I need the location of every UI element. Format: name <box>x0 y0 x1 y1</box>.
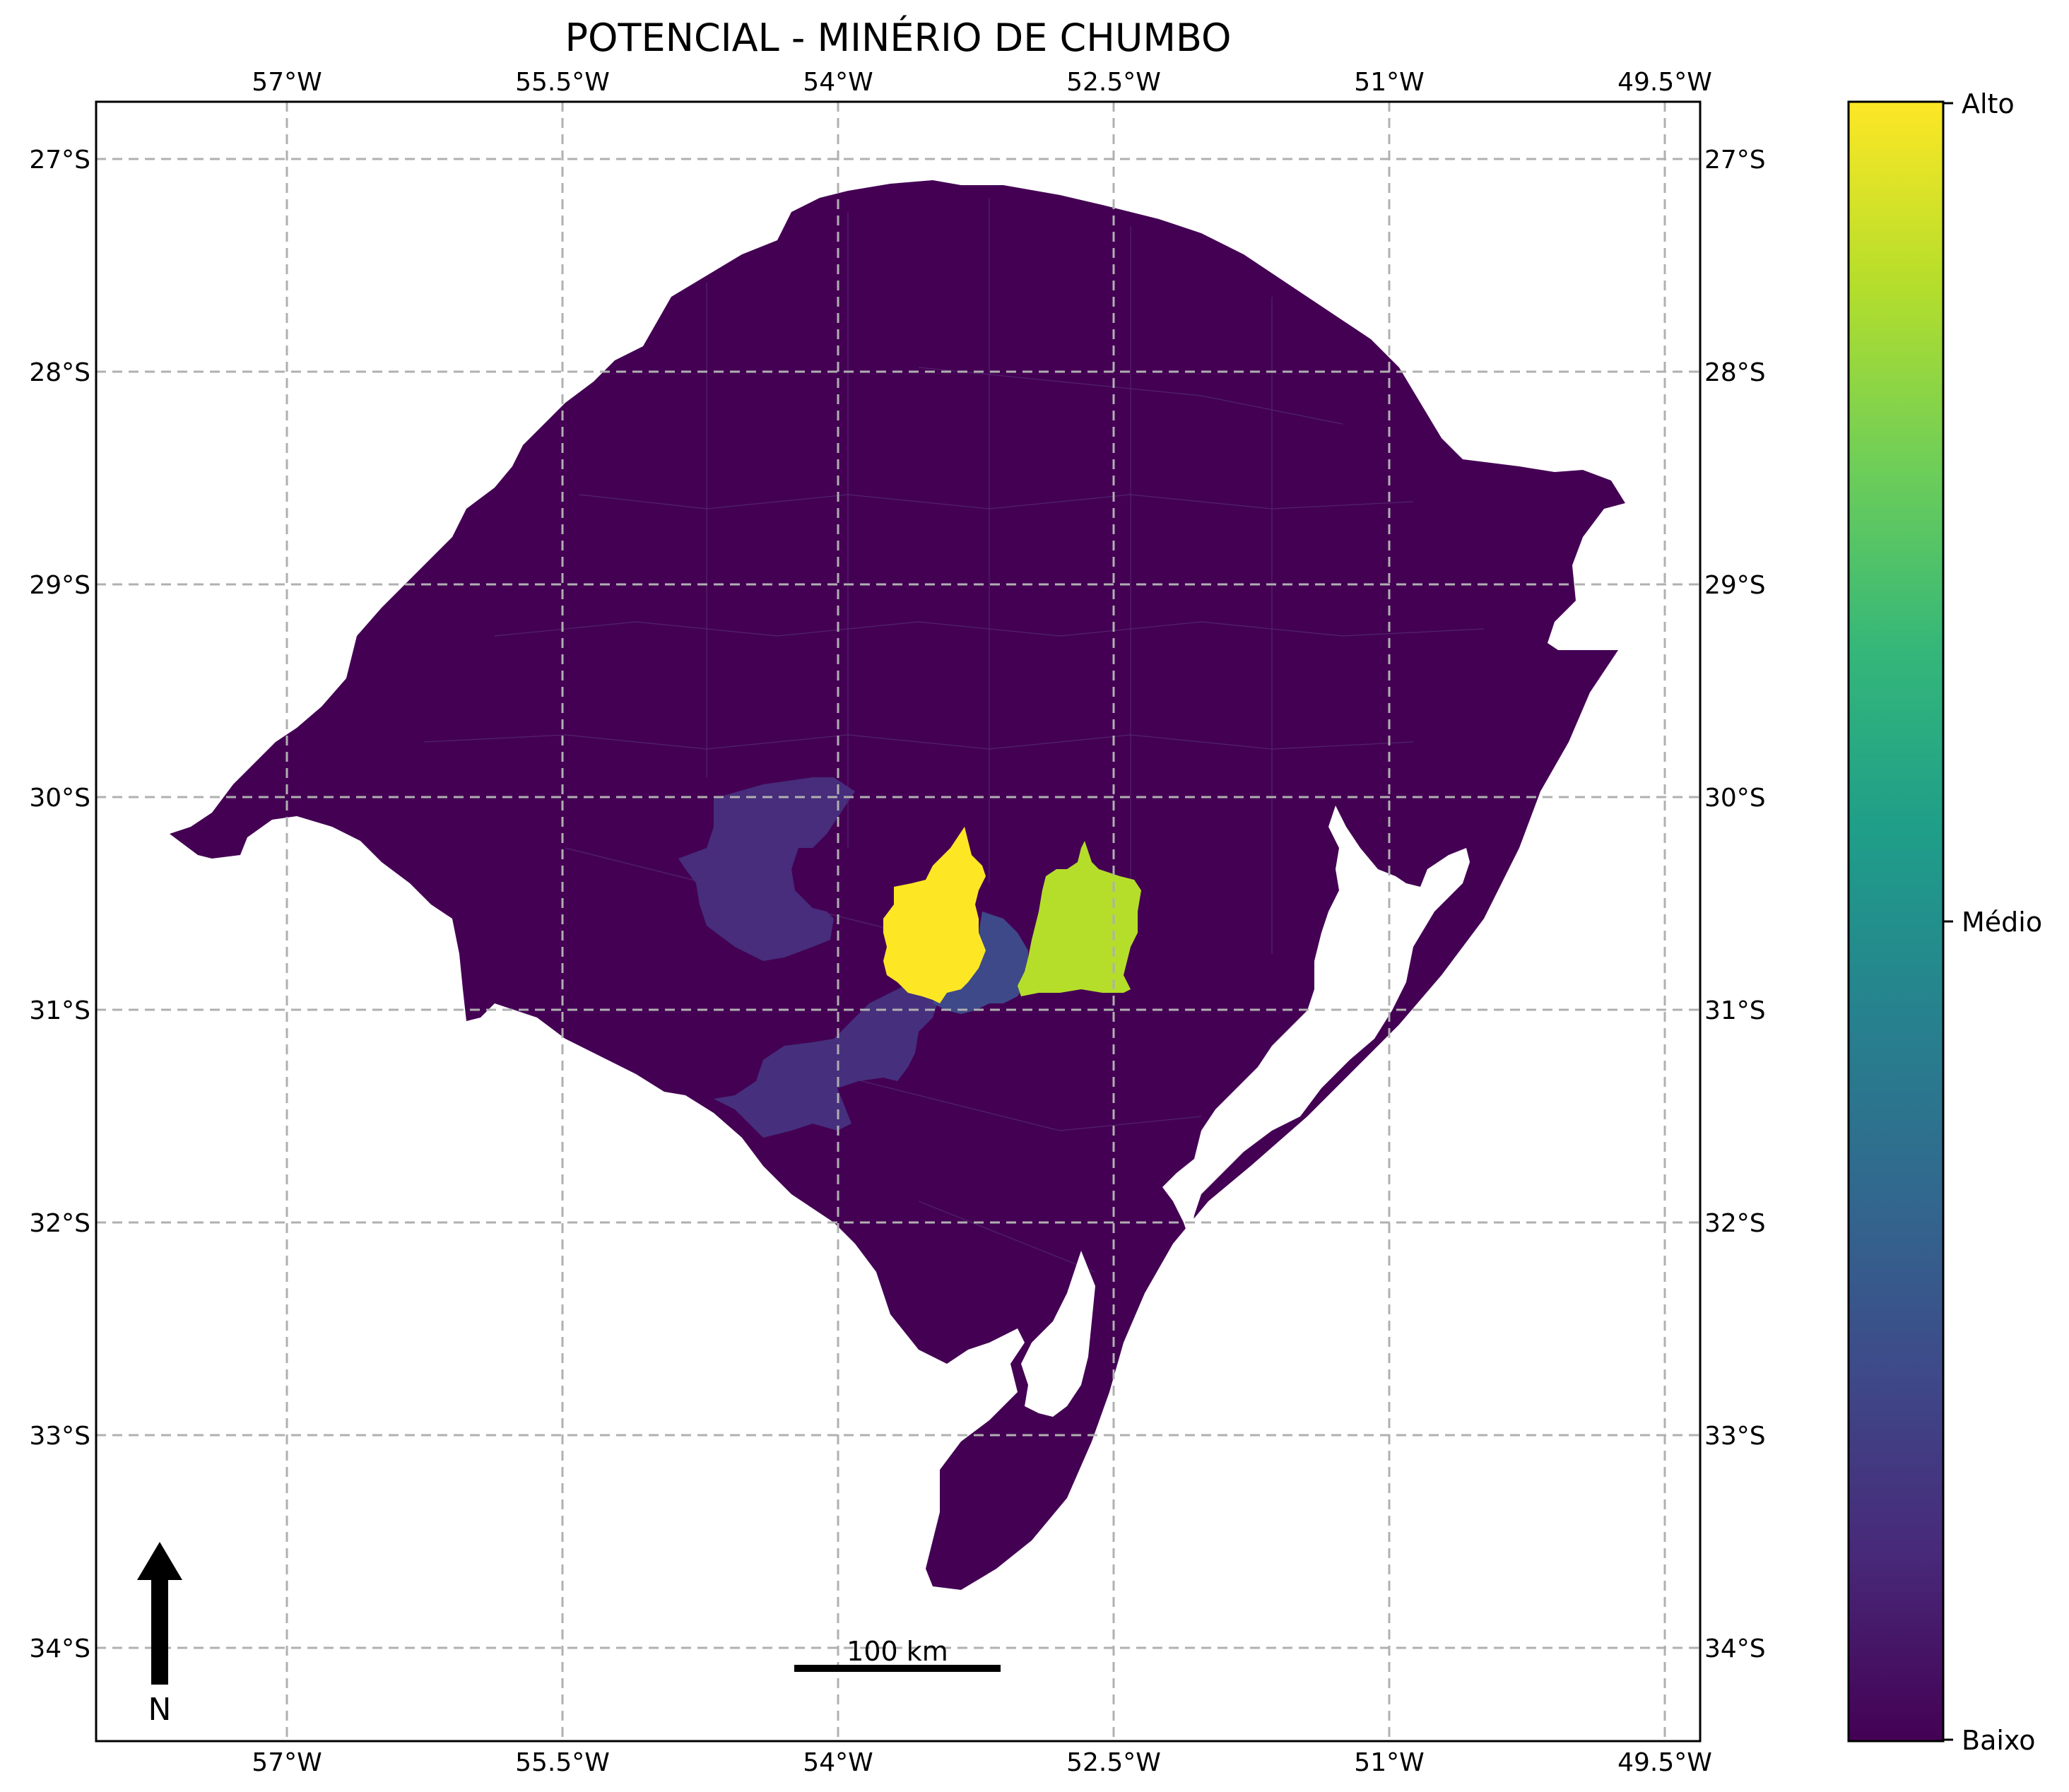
lat-tick-label-right: 30°S <box>1704 784 1766 813</box>
map-title: POTENCIAL - MINÉRIO DE CHUMBO <box>565 16 1231 60</box>
lon-tick-label-top: 52.5°W <box>1066 68 1161 97</box>
lat-tick-label-right: 28°S <box>1704 358 1766 387</box>
colorbar-label-bottom: Baixo <box>1962 1725 2035 1756</box>
lon-tick-label-top: 51°W <box>1354 68 1424 97</box>
north-arrow-icon <box>137 1542 182 1685</box>
lon-tick-label-bottom: 57°W <box>252 1748 322 1777</box>
colorbar-gradient <box>1847 100 1945 1743</box>
scale-bar-label: 100 km <box>847 1636 948 1667</box>
north-label: N <box>148 1692 172 1728</box>
lat-tick-label-left: 28°S <box>29 358 90 387</box>
lon-tick-label-bottom: 52.5°W <box>1066 1748 1161 1777</box>
lon-tick-label-bottom: 55.5°W <box>515 1748 610 1777</box>
lon-tick-label-bottom: 49.5°W <box>1617 1748 1712 1777</box>
gridlines <box>96 102 1700 1741</box>
lat-tick-label-right: 31°S <box>1704 996 1766 1025</box>
lat-tick-label-left: 31°S <box>29 996 90 1025</box>
lon-tick-label-bottom: 54°W <box>803 1748 873 1777</box>
colorbar-label-top: Alto <box>1962 88 2015 119</box>
region-low-a <box>678 777 855 961</box>
lat-tick-label-right: 32°S <box>1704 1209 1766 1238</box>
lat-tick-label-left: 30°S <box>29 784 90 813</box>
state-shape <box>170 180 1625 1590</box>
lat-tick-label-right: 34°S <box>1704 1634 1766 1663</box>
region-high <box>883 827 986 1003</box>
lagoon-dos-patos <box>1162 806 1470 1244</box>
lon-tick-label-bottom: 51°W <box>1354 1748 1424 1777</box>
lon-tick-label-top: 55.5°W <box>515 68 610 97</box>
colorbar-label-middle: Médio <box>1962 907 2042 938</box>
lat-tick-label-right: 27°S <box>1704 146 1766 175</box>
region-high-medium <box>1018 841 1141 996</box>
lat-tick-label-left: 27°S <box>29 146 90 175</box>
scale-bar: 100 km <box>794 1636 1001 1672</box>
colorbar: Alto Médio Baixo <box>1847 88 2042 1756</box>
lat-tick-label-left: 33°S <box>29 1422 90 1451</box>
lat-tick-label-right: 29°S <box>1704 571 1766 600</box>
lat-tick-label-right: 33°S <box>1704 1422 1766 1451</box>
scale-bar-line <box>794 1665 1001 1672</box>
lon-tick-label-top: 54°W <box>803 68 873 97</box>
lon-tick-label-top: 57°W <box>252 68 322 97</box>
north-arrow: N <box>137 1542 182 1728</box>
lat-tick-label-left: 32°S <box>29 1209 90 1238</box>
lat-tick-label-left: 34°S <box>29 1634 90 1663</box>
region-low-b <box>714 986 940 1138</box>
latitude-ticks: 27°S 27°S 28°S 28°S 29°S 29°S 30°S 30°S 31°S 31°S… <box>29 146 1765 1663</box>
lagoon-mirim <box>1021 1251 1095 1417</box>
longitude-ticks: 57°W 57°W 55.5°W 55.5°W 54°W 54°W 52.5°W 52.5°W… <box>252 68 1712 1777</box>
map-frame <box>95 100 1702 1743</box>
lon-tick-label-top: 49.5°W <box>1617 68 1712 97</box>
lat-tick-label-left: 29°S <box>29 571 90 600</box>
